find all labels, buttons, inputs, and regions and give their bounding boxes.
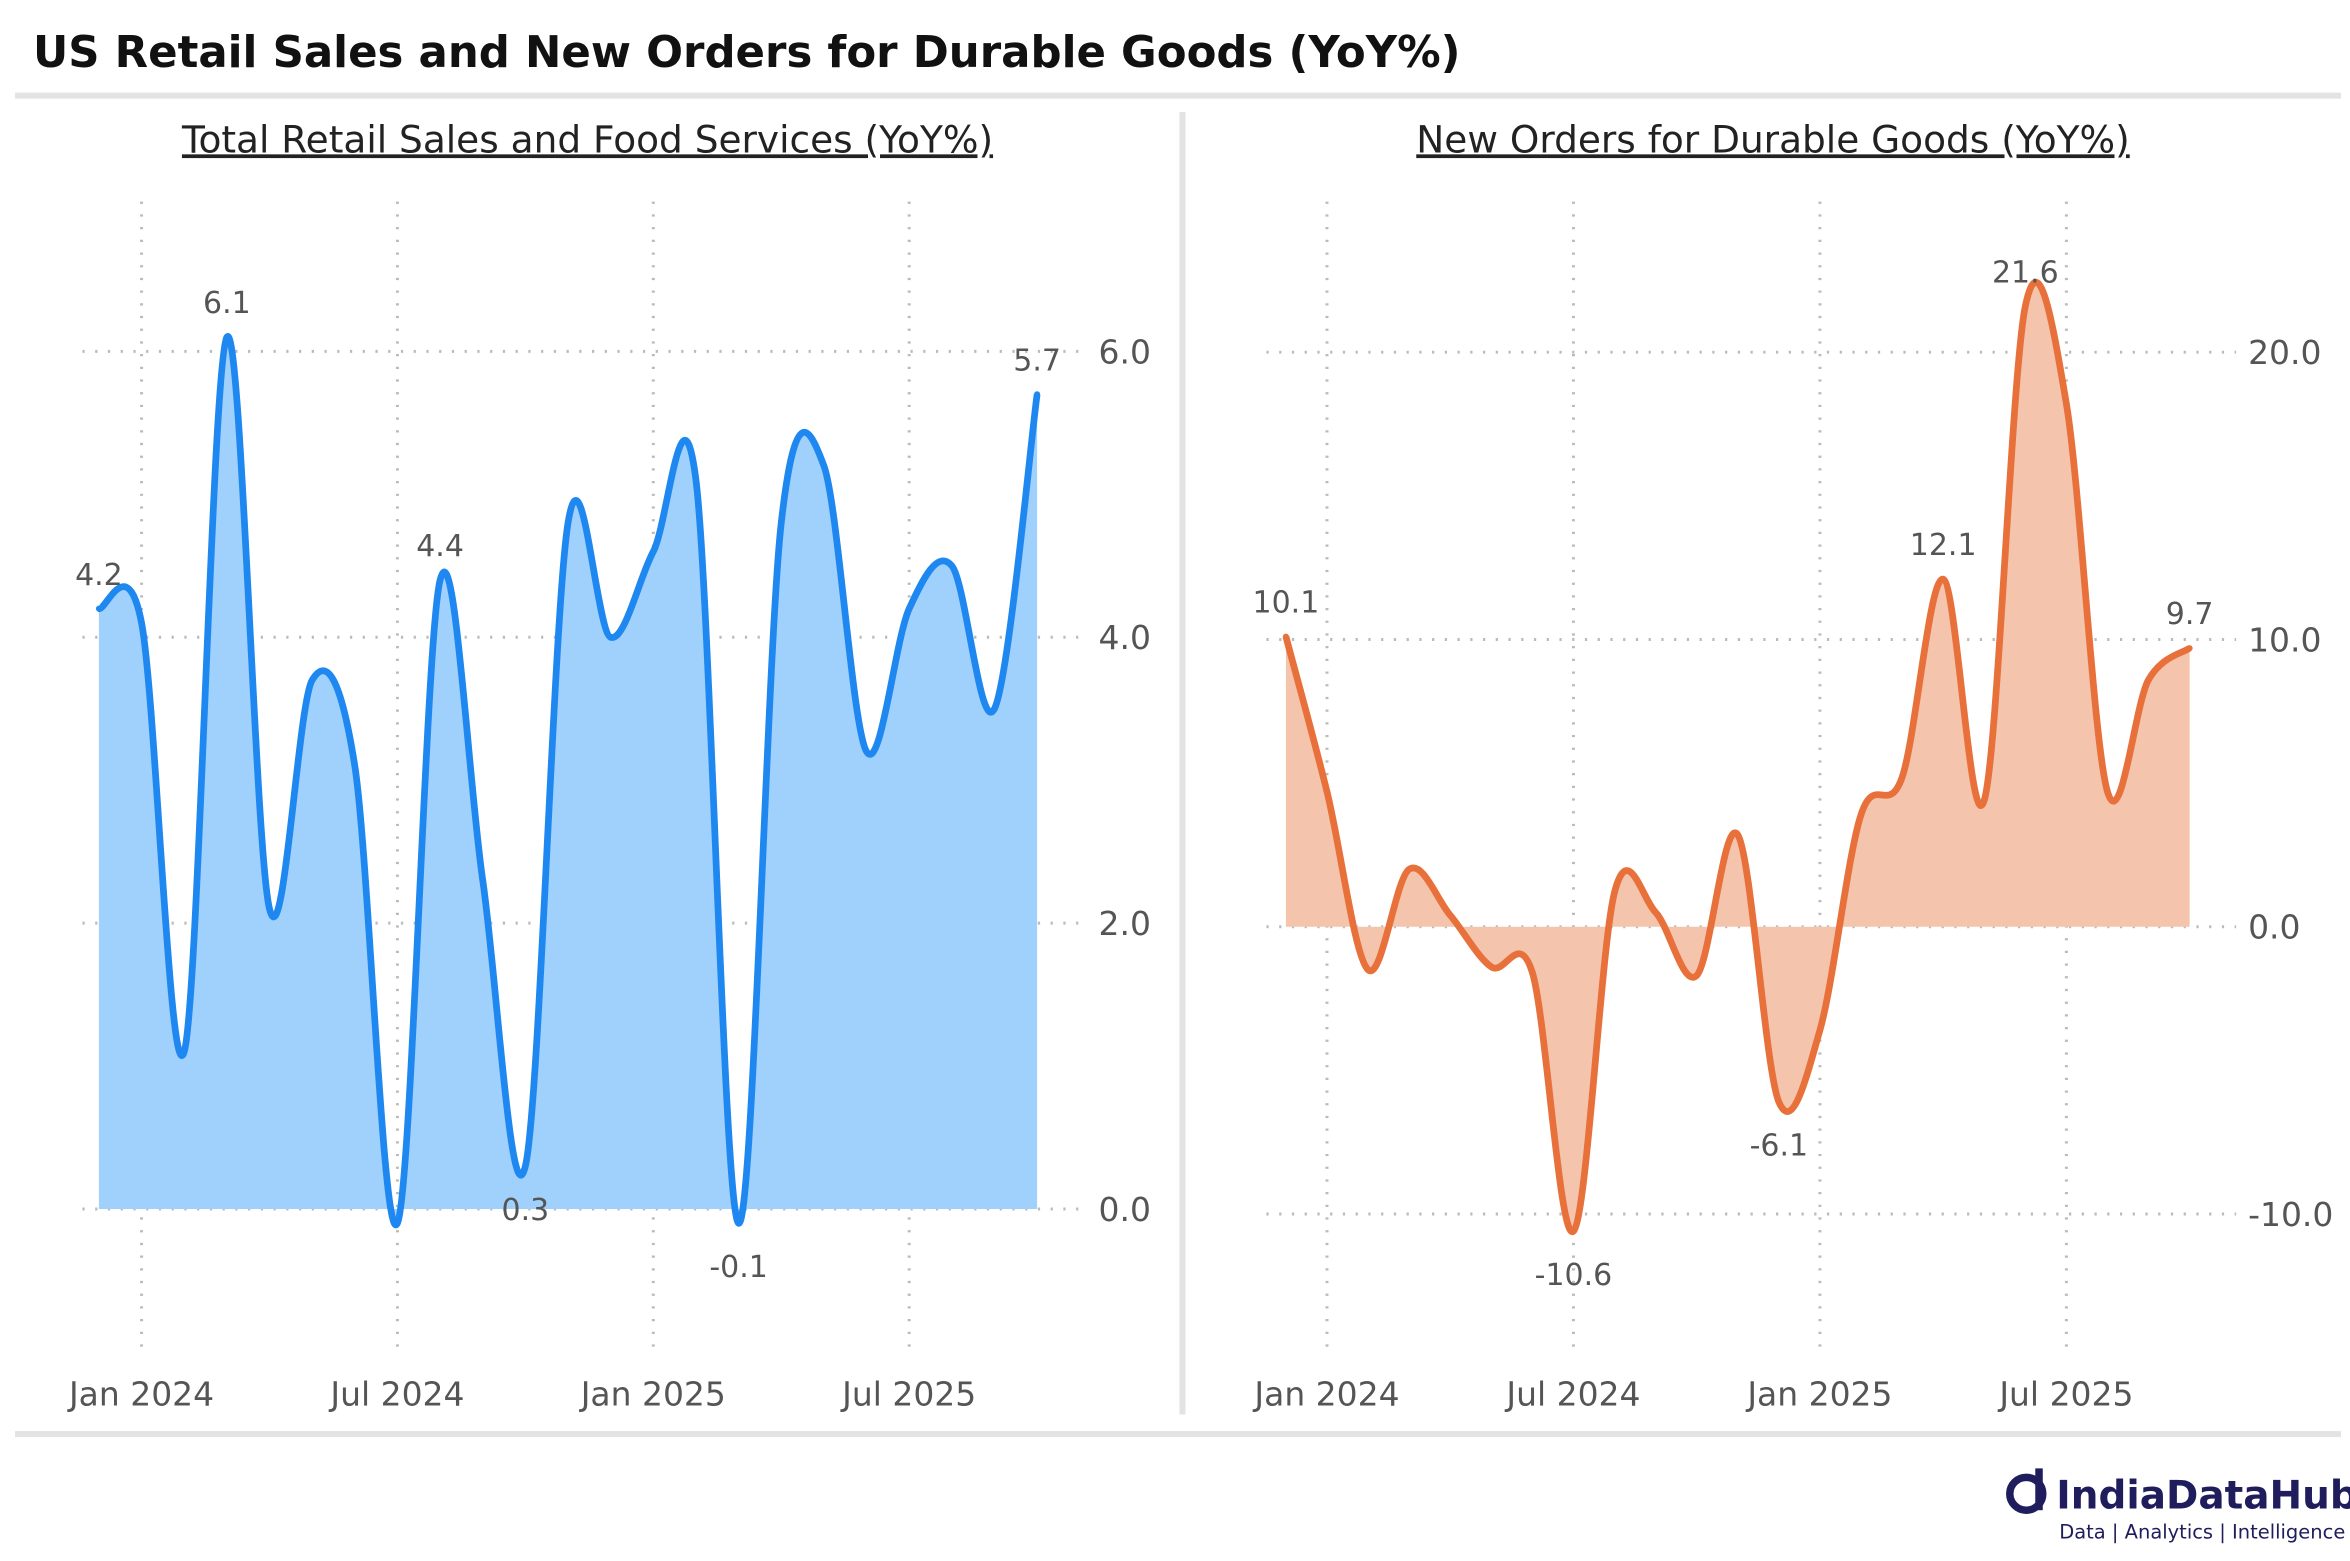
point: [1488, 963, 1495, 970]
point: [1816, 1027, 1823, 1034]
point: [1570, 1228, 1577, 1235]
separator: [14, 1431, 2342, 1438]
y-tick-label: 10.0: [2248, 620, 2321, 659]
point: [479, 877, 486, 884]
point: [1652, 909, 1659, 916]
point: [181, 1048, 188, 1055]
point: [351, 762, 358, 769]
data-label: 10.1: [1253, 586, 1320, 621]
point: [1981, 797, 1988, 804]
point: [266, 905, 273, 912]
x-tick-label: Jul 2025: [1997, 1375, 2133, 1414]
chart: -10.0 0.0 10.0 20.0 Jan 2024 Jul 2024 Jan 2025…: [1252, 201, 2333, 1414]
data-label: -10.6: [1535, 1258, 1613, 1293]
data-label: 12.1: [1910, 528, 1977, 563]
data-label: 4.4: [416, 529, 464, 564]
logo-icon: [2035, 1468, 2043, 1511]
data-label: 4.2: [75, 558, 123, 593]
y-tick-label: 20.0: [2248, 333, 2321, 372]
chart-title: New Orders for Durable Goods (YoY%): [1416, 117, 2129, 161]
chart: 0.0 2.0 4.0 6.0 Jan 2024 Jul 2024 Jan 2025 Jul …: [67, 201, 1151, 1414]
point: [138, 619, 145, 626]
point: [437, 577, 444, 584]
y-tick-label: -10.0: [2248, 1195, 2333, 1234]
point: [394, 1220, 401, 1227]
point: [1034, 391, 1041, 398]
point: [1323, 788, 1330, 795]
point: [735, 1220, 742, 1227]
area: [1285, 282, 2190, 1232]
point: [1282, 633, 1289, 640]
data-label: 9.7: [2166, 597, 2214, 632]
point: [820, 462, 827, 469]
line: [97, 333, 1041, 1229]
point: [991, 705, 998, 712]
y-tick-label: 0.0: [2248, 908, 2300, 947]
x-tick-label: Jul 2025: [840, 1375, 976, 1414]
point: [565, 519, 572, 526]
point: [1406, 866, 1413, 873]
point: [906, 605, 913, 612]
point: [522, 1163, 529, 1170]
line: [1282, 278, 2192, 1235]
point: [1447, 912, 1454, 919]
point: [1734, 831, 1741, 838]
point: [309, 677, 316, 684]
data-label: 0.3: [502, 1193, 550, 1228]
point: [95, 605, 102, 612]
page-title: US Retail Sales and New Orders for Durab…: [33, 28, 1461, 78]
separator: [14, 92, 2342, 99]
chart-title: Total Retail Sales and Food Services (Yo…: [181, 117, 993, 161]
point: [1775, 1098, 1782, 1105]
x-tick-label: Jan 2024: [67, 1375, 214, 1414]
y-tick-label: 2.0: [1099, 904, 1151, 943]
point: [650, 548, 657, 555]
x-tick-label: Jul 2024: [328, 1375, 464, 1414]
point: [1693, 972, 1700, 979]
point: [863, 748, 870, 755]
data-label: 21.6: [1992, 255, 2059, 290]
point: [223, 334, 230, 341]
data-label: 5.7: [1013, 343, 1061, 378]
y-tick-label: 4.0: [1099, 618, 1151, 657]
x-tick-label: Jan 2025: [1745, 1375, 1892, 1414]
point: [607, 634, 614, 641]
point: [2145, 676, 2152, 683]
point: [692, 477, 699, 484]
tagline: Data | Analytics | Intelligence: [2059, 1521, 2345, 1544]
point: [2104, 788, 2111, 795]
point: [1899, 774, 1906, 781]
x-tick-label: Jul 2024: [1504, 1375, 1640, 1414]
brand: IndiaDataHub: [2056, 1474, 2350, 1519]
point: [2063, 400, 2070, 407]
data-label: -6.1: [1750, 1129, 1808, 1164]
logo: IndiaDataHub Data | Analytics | Intellig…: [2006, 1468, 2350, 1544]
x-tick-label: Jan 2024: [1252, 1375, 1399, 1414]
y-tick-label: 6.0: [1099, 332, 1151, 371]
point: [778, 519, 785, 526]
data-label: -0.1: [709, 1250, 767, 1285]
point: [2186, 645, 2193, 652]
point: [1365, 966, 1372, 973]
point: [1940, 576, 1947, 583]
x-tick-label: Jan 2025: [579, 1375, 726, 1414]
y-tick-label: 0.0: [1099, 1190, 1151, 1229]
data-label: 6.1: [203, 286, 251, 321]
point: [1611, 889, 1618, 896]
point: [1529, 969, 1536, 976]
divider: [1179, 112, 1186, 1415]
point: [1858, 811, 1865, 818]
area: [98, 336, 1038, 1225]
point: [948, 562, 955, 569]
point: [2022, 303, 2029, 310]
